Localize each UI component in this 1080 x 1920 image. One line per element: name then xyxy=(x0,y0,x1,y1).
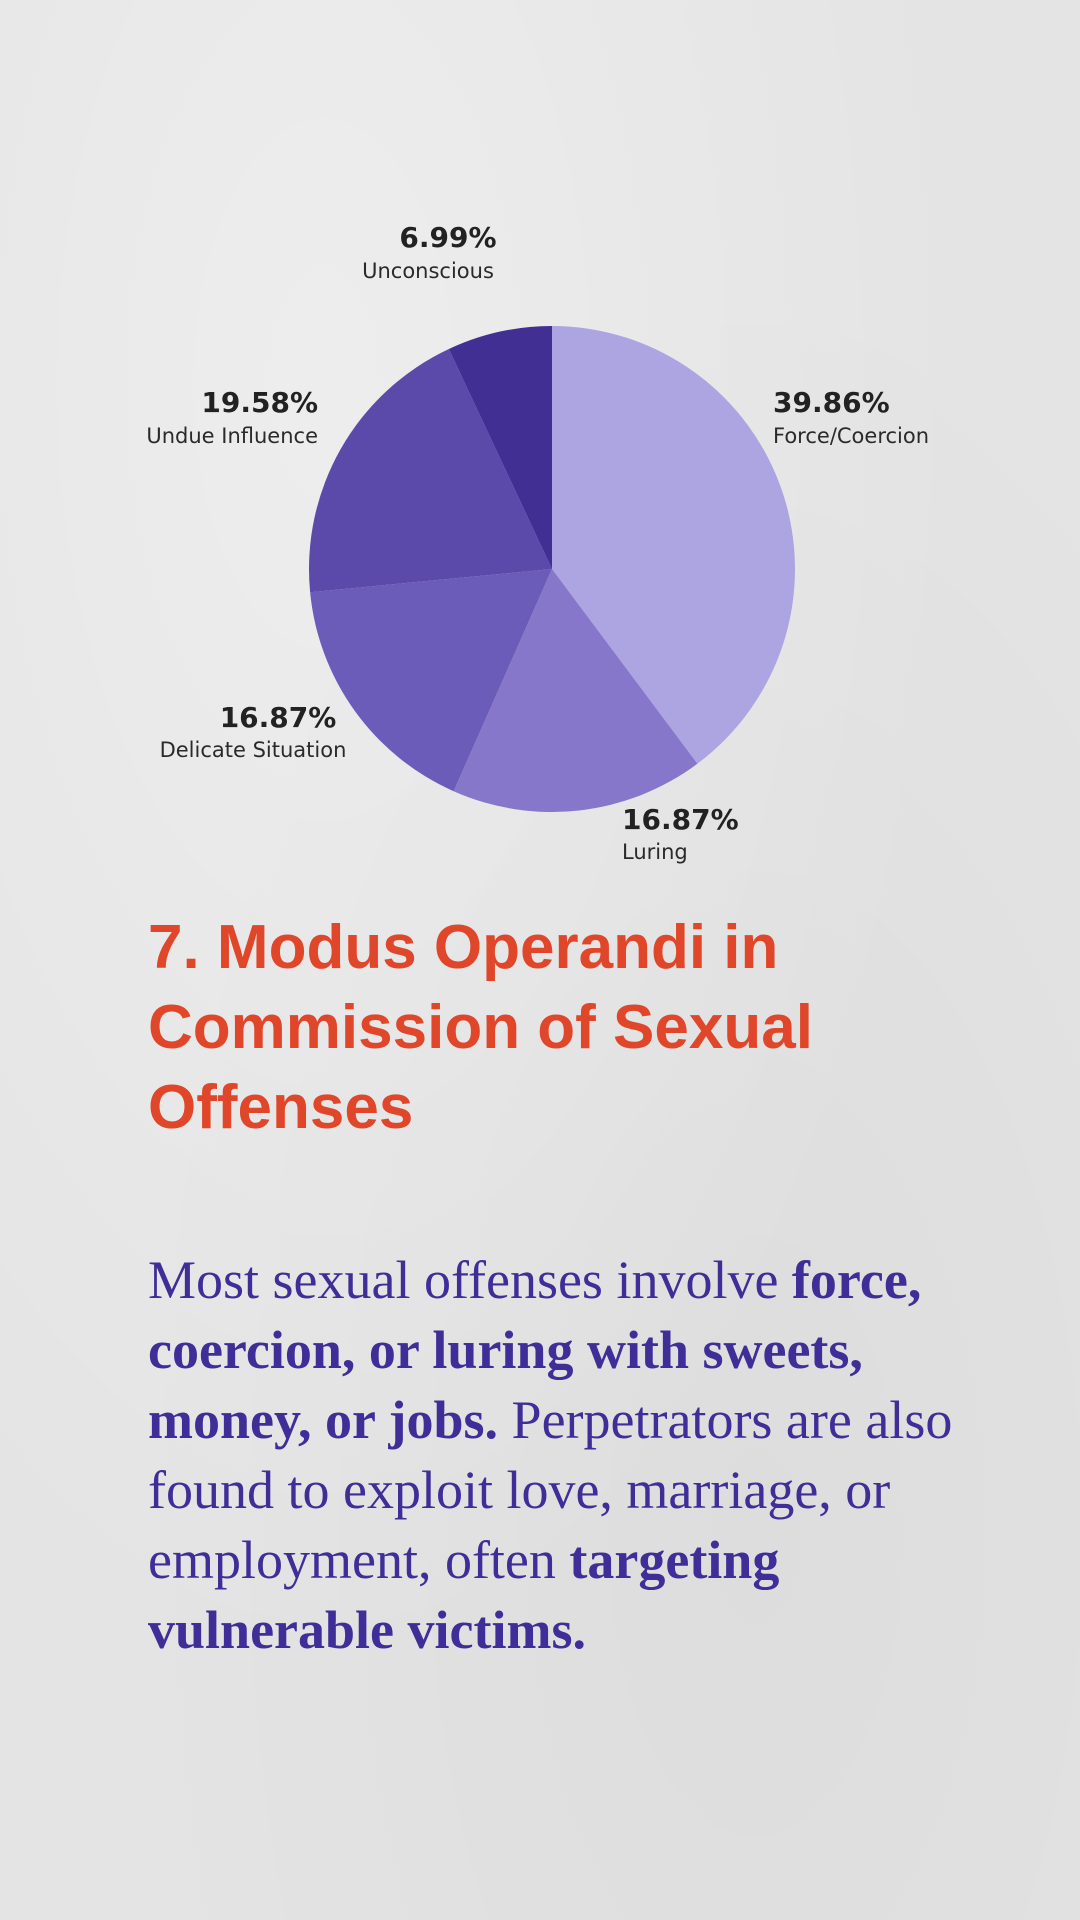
pie-slices xyxy=(309,326,795,812)
body-text-regular-1: Most sexual offenses involve xyxy=(148,1250,792,1310)
pie-value-label-undue-influence: 19.58% xyxy=(201,386,318,419)
body-text-bold-1: force, coercion, or luring with sweets, … xyxy=(148,1250,922,1450)
pie-category-label-delicate-situation: Delicate Situation xyxy=(160,738,347,762)
pie-category-label-unconscious: Unconscious xyxy=(362,259,494,283)
body-paragraph: Most sexual offenses involve force, coer… xyxy=(148,1245,968,1665)
pie-chart: 6.99% Unconscious 19.58% Undue Influence… xyxy=(146,221,929,864)
pie-value-label-force-coercion: 39.86% xyxy=(773,386,890,419)
pie-category-label-undue-influence: Undue Influence xyxy=(146,424,318,448)
pie-slice-delicate-situation xyxy=(310,569,552,792)
pie-slice-unconscious xyxy=(448,326,552,569)
pie-value-label-luring: 16.87% xyxy=(622,803,739,836)
body-text-regular-2: Perpetrators are also found to exploit l… xyxy=(148,1390,953,1590)
body-text-bold-2: targeting vulnerable victims. xyxy=(148,1530,780,1660)
pie-slice-luring xyxy=(453,569,698,812)
pie-category-label-luring: Luring xyxy=(622,840,688,864)
section-heading: 7. Modus Operandi in Commission of Sexua… xyxy=(148,913,813,1142)
pie-slice-undue-influence xyxy=(309,348,552,593)
pie-slice-force-coercion xyxy=(552,326,795,764)
pie-category-label-force-coercion: Force/Coercion xyxy=(773,424,929,448)
pie-value-label-delicate-situation: 16.87% xyxy=(220,701,337,734)
pie-value-label-unconscious: 6.99% xyxy=(399,221,496,254)
